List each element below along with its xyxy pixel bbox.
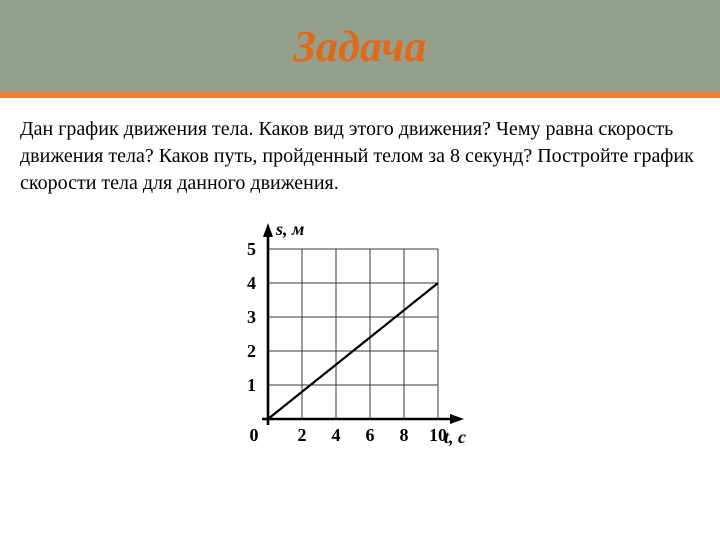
svg-text:s, м: s, м	[275, 219, 304, 239]
svg-text:2: 2	[247, 341, 256, 361]
chart-wrap: 123452468100s, мt, с	[20, 211, 700, 459]
svg-text:t, с: t, с	[444, 427, 466, 447]
svg-text:1: 1	[247, 375, 256, 395]
svg-text:3: 3	[247, 307, 256, 327]
svg-text:4: 4	[332, 425, 341, 445]
svg-text:4: 4	[247, 273, 256, 293]
header-band: Задача	[0, 0, 720, 92]
body-area: Дан график движения тела. Каков вид этог…	[0, 98, 720, 459]
motion-chart: 123452468100s, мt, с	[210, 211, 510, 459]
page-title: Задача	[294, 21, 427, 72]
svg-text:5: 5	[247, 239, 256, 259]
svg-text:0: 0	[250, 425, 259, 445]
svg-text:6: 6	[366, 425, 375, 445]
problem-text: Дан график движения тела. Каков вид этог…	[20, 116, 700, 197]
svg-text:8: 8	[400, 425, 409, 445]
svg-text:2: 2	[298, 425, 307, 445]
